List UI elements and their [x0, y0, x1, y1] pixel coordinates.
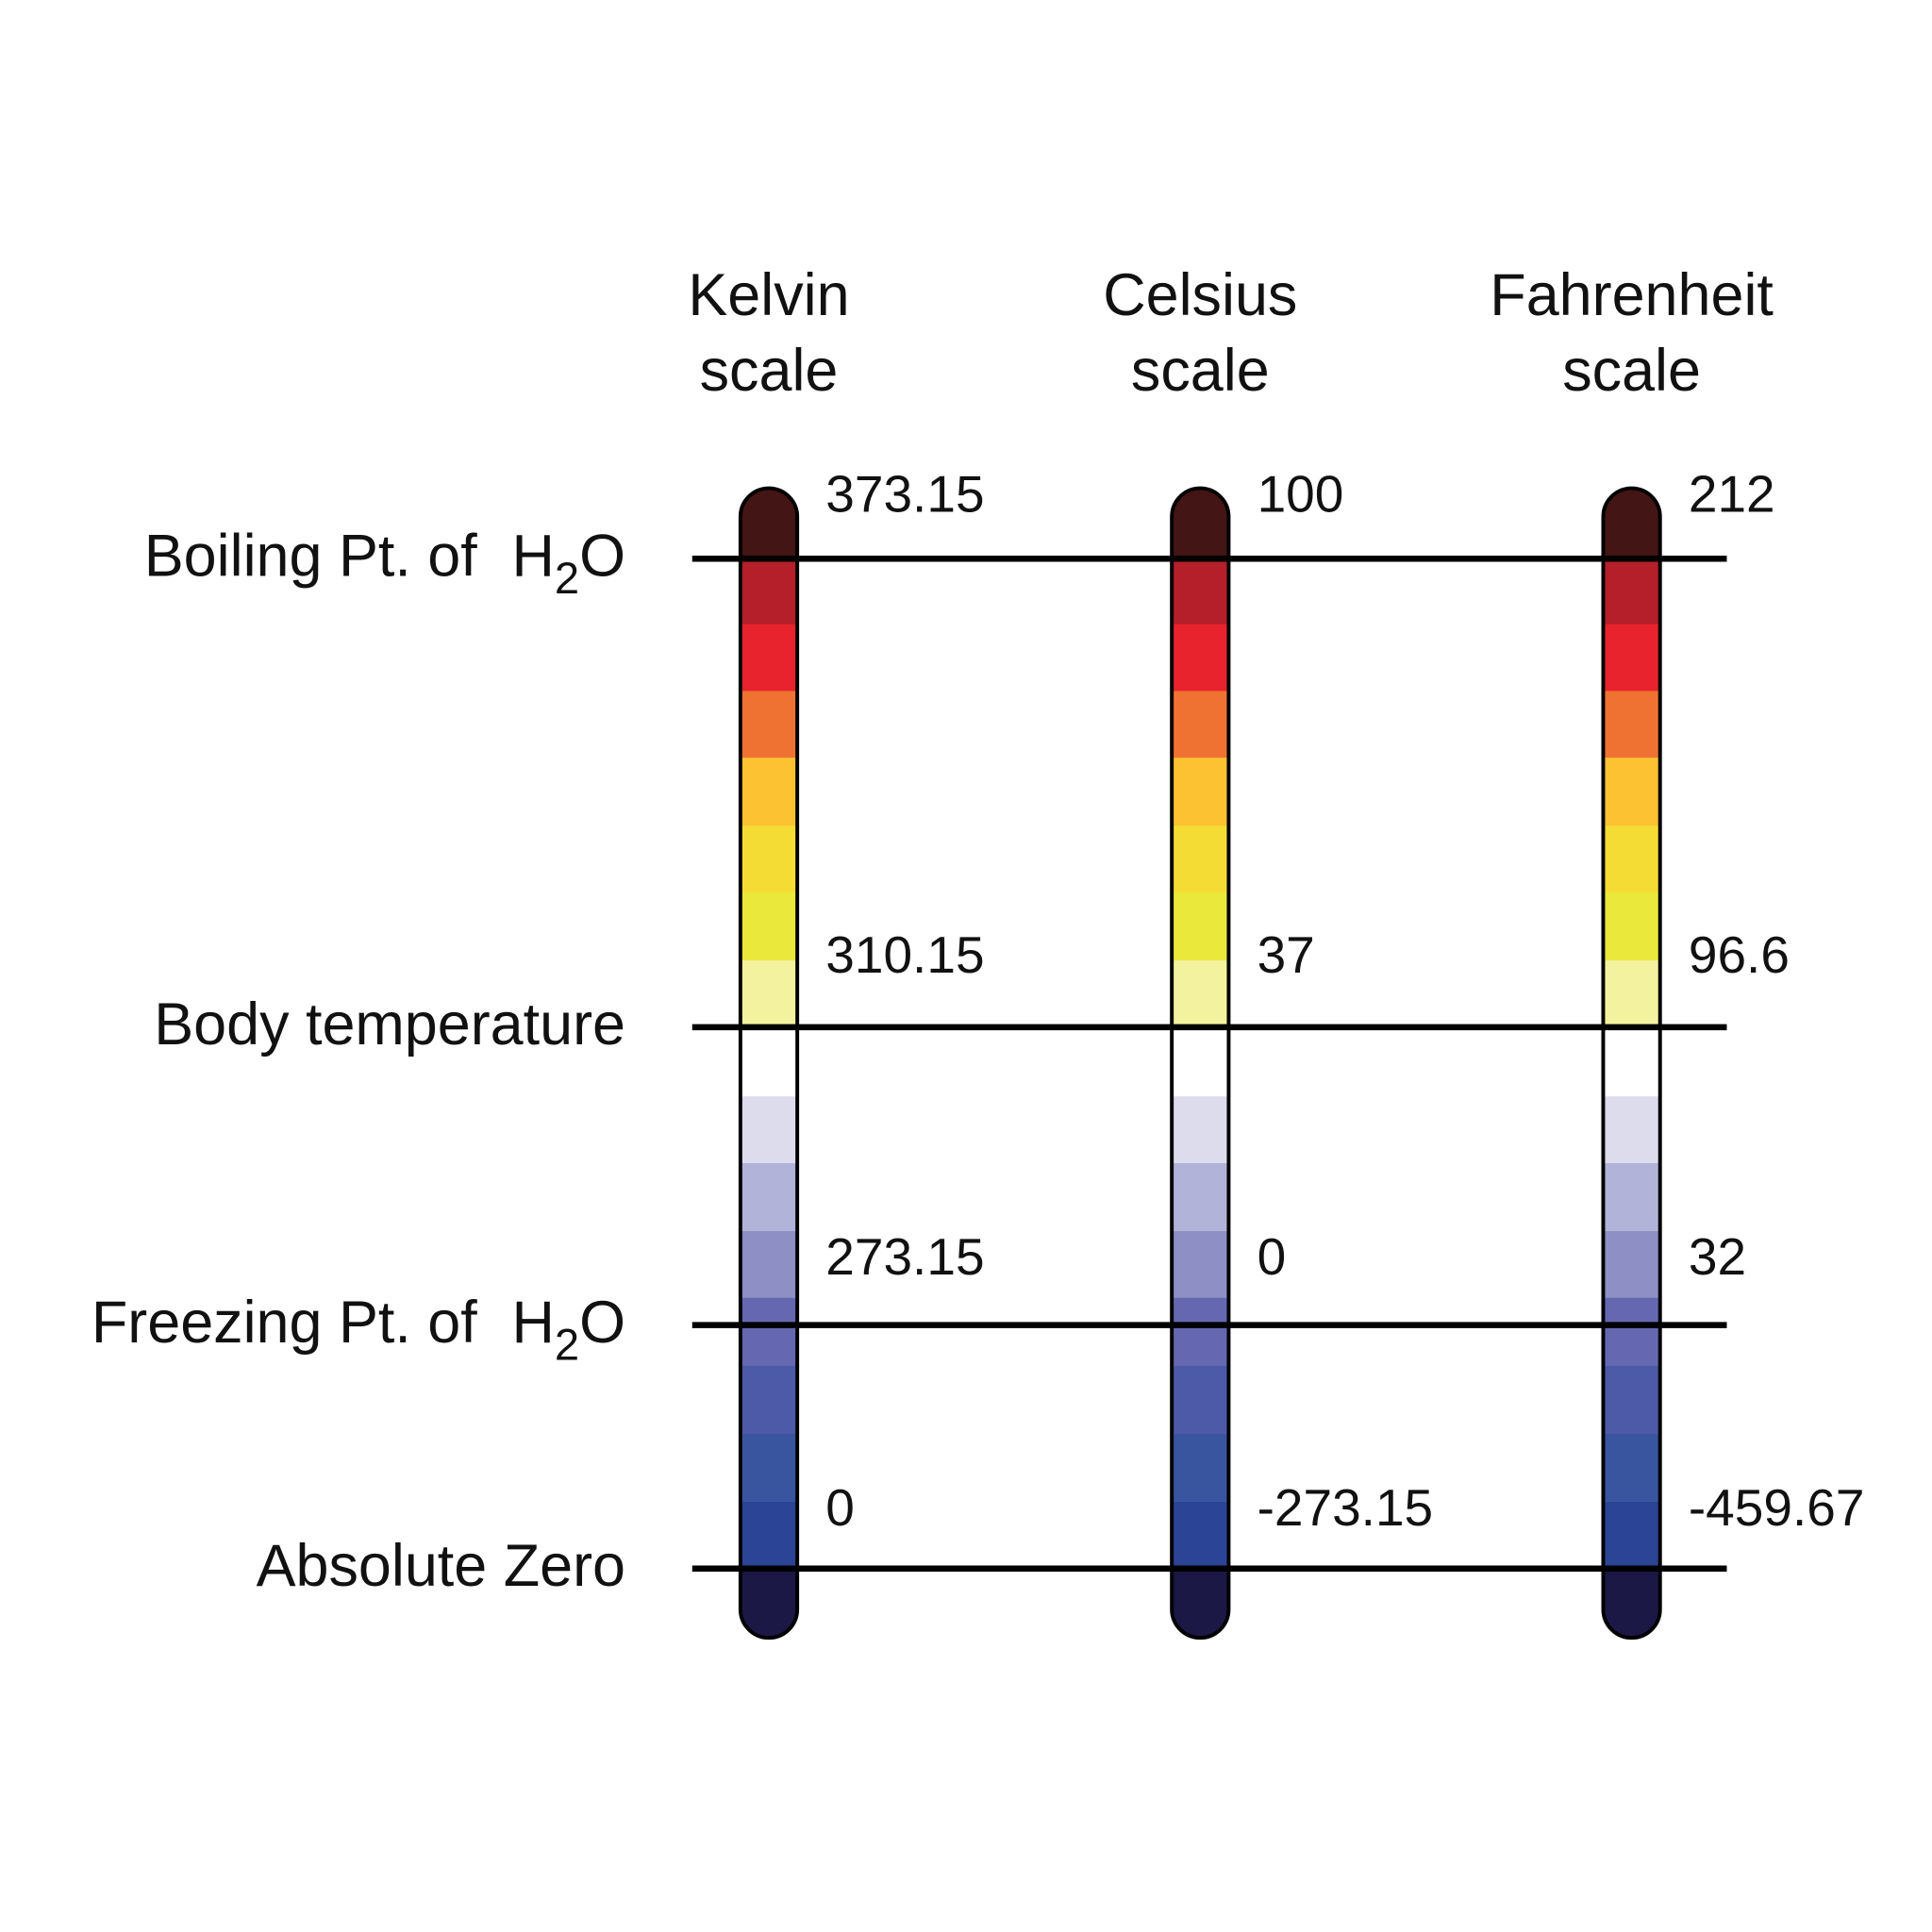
- color-band: [740, 1297, 798, 1367]
- scale-value: 212: [1689, 464, 1775, 523]
- row-label: Body temperature: [154, 991, 625, 1058]
- row-label-text: Absolute Zero: [257, 1533, 625, 1599]
- color-band: [1172, 1502, 1229, 1570]
- color-band: [1603, 1231, 1660, 1299]
- row-label: Freezing Pt. of H2O: [92, 1290, 625, 1369]
- color-band: [740, 558, 798, 625]
- row-label-text: Freezing Pt. of: [92, 1290, 477, 1356]
- color-band: [740, 892, 798, 961]
- color-band: [1603, 1026, 1660, 1097]
- column-title: Celsius: [1103, 262, 1297, 328]
- formula-subscript: 2: [555, 553, 579, 603]
- color-band: [1603, 1433, 1660, 1503]
- scale-value: 32: [1689, 1227, 1746, 1286]
- thermometer-outline: [738, 486, 800, 1641]
- scale-value: 0: [1257, 1227, 1287, 1286]
- color-band: [740, 691, 798, 758]
- color-band: [1172, 1568, 1229, 1639]
- formula-base: H: [511, 1290, 554, 1356]
- color-band: [1603, 1297, 1660, 1367]
- scale-value: 310.15: [825, 925, 984, 984]
- color-band: [1603, 488, 1660, 559]
- color-band: [1172, 1096, 1229, 1164]
- color-band: [1172, 1231, 1229, 1299]
- color-band: [1172, 624, 1229, 692]
- color-band: [1603, 1365, 1660, 1435]
- scale-value: 273.15: [825, 1227, 984, 1286]
- color-band: [1603, 691, 1660, 758]
- column-subtitle: scale: [1562, 338, 1701, 404]
- scale-value: 373.15: [825, 464, 984, 523]
- column-title: Kelvin: [688, 262, 849, 328]
- formula-tail: O: [579, 1290, 625, 1356]
- row-label-text: Boiling Pt. of: [144, 524, 478, 590]
- color-band: [1172, 1365, 1229, 1435]
- color-band: [1603, 558, 1660, 625]
- color-band: [1172, 1026, 1229, 1097]
- thermometer-outline: [1601, 486, 1662, 1641]
- scale-value: 37: [1257, 925, 1315, 984]
- color-band: [1603, 1162, 1660, 1232]
- color-band: [1172, 691, 1229, 758]
- row-label: Absolute Zero: [257, 1533, 625, 1599]
- row-label: Boiling Pt. of H2O: [144, 524, 625, 603]
- column-subtitle: scale: [1131, 338, 1270, 404]
- color-band: [1603, 1568, 1660, 1639]
- formula-base: H: [511, 524, 554, 590]
- formula-tail: O: [579, 524, 625, 590]
- color-band: [740, 1502, 798, 1570]
- color-band: [1603, 758, 1660, 826]
- scale-value: 96.6: [1689, 925, 1790, 984]
- color-band: [740, 1433, 798, 1503]
- color-band: [1172, 488, 1229, 559]
- color-band: [1172, 1297, 1229, 1367]
- color-band: [740, 960, 798, 1028]
- color-band: [1172, 825, 1229, 893]
- thermometer: [1603, 488, 1660, 1639]
- color-band: [1172, 960, 1229, 1028]
- color-band: [740, 1162, 798, 1232]
- scale-value: 100: [1257, 464, 1344, 523]
- column-title: Fahrenheit: [1490, 262, 1774, 328]
- color-band: [1603, 1502, 1660, 1570]
- color-band: [740, 1026, 798, 1097]
- color-band: [740, 488, 798, 559]
- color-band: [1172, 558, 1229, 625]
- color-band: [740, 1231, 798, 1299]
- color-band: [1603, 892, 1660, 961]
- color-band: [1603, 960, 1660, 1028]
- color-band: [740, 825, 798, 893]
- thermometer: [740, 488, 798, 1639]
- color-band: [740, 1096, 798, 1164]
- color-band: [1603, 624, 1660, 692]
- color-band: [1172, 1433, 1229, 1503]
- thermometer: [1172, 488, 1229, 1639]
- row-label-text: Body temperature: [154, 991, 625, 1058]
- formula-subscript: 2: [555, 1319, 579, 1369]
- color-band: [740, 1568, 798, 1639]
- color-band: [1172, 892, 1229, 961]
- color-band: [1603, 1096, 1660, 1164]
- column-subtitle: scale: [700, 338, 839, 404]
- scale-value: 0: [825, 1478, 855, 1537]
- color-band: [1172, 1162, 1229, 1232]
- color-band: [740, 624, 798, 692]
- scale-value: -459.67: [1689, 1478, 1865, 1537]
- thermometer-outline: [1170, 486, 1231, 1641]
- color-band: [1172, 758, 1229, 826]
- scale-value: -273.15: [1257, 1478, 1434, 1537]
- color-band: [1603, 825, 1660, 893]
- color-band: [740, 758, 798, 826]
- color-band: [740, 1365, 798, 1435]
